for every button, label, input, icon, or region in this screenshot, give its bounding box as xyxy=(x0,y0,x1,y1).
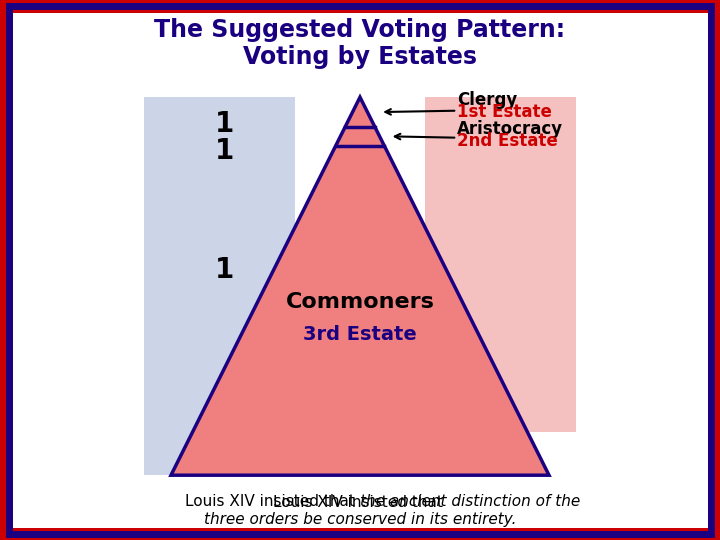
Text: three orders be conserved in its entirety.: three orders be conserved in its entiret… xyxy=(204,512,516,527)
Text: 1st Estate: 1st Estate xyxy=(457,103,552,122)
Text: Louis XIV insisted that: Louis XIV insisted that xyxy=(185,494,360,509)
Text: 1: 1 xyxy=(215,256,235,284)
Text: 2nd Estate: 2nd Estate xyxy=(457,132,558,150)
Bar xyxy=(425,97,576,432)
Text: the ancient distinction of the: the ancient distinction of the xyxy=(360,494,580,509)
Polygon shape xyxy=(171,97,549,475)
Text: Clergy: Clergy xyxy=(457,91,518,109)
Text: Commoners: Commoners xyxy=(286,292,434,313)
Text: 1: 1 xyxy=(215,137,235,165)
Text: The Suggested Voting Pattern:: The Suggested Voting Pattern: xyxy=(154,18,566,42)
Text: Louis XIV insisted that: Louis XIV insisted that xyxy=(273,495,447,510)
Text: 1: 1 xyxy=(215,110,235,138)
Bar xyxy=(144,97,295,475)
Text: Aristocracy: Aristocracy xyxy=(457,119,563,138)
Text: Voting by Estates: Voting by Estates xyxy=(243,45,477,69)
Text: 3rd Estate: 3rd Estate xyxy=(303,325,417,345)
